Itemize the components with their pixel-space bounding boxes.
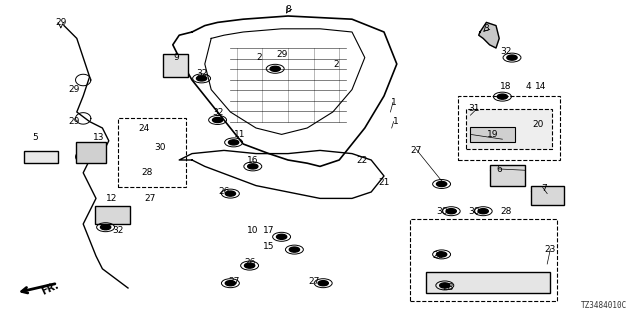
Text: 19: 19 — [487, 130, 499, 139]
Text: 29: 29 — [276, 50, 287, 59]
Text: 30: 30 — [154, 143, 166, 152]
Text: 32: 32 — [212, 108, 223, 116]
FancyBboxPatch shape — [490, 165, 525, 186]
Text: 7: 7 — [541, 184, 547, 193]
Circle shape — [196, 76, 207, 81]
FancyBboxPatch shape — [426, 272, 550, 293]
Text: TZ3484010C: TZ3484010C — [581, 301, 627, 310]
Text: 10: 10 — [247, 226, 259, 235]
Circle shape — [289, 247, 300, 252]
Text: 17: 17 — [263, 226, 275, 235]
Text: 24: 24 — [138, 124, 150, 132]
Text: 2: 2 — [333, 60, 339, 68]
Text: 11: 11 — [234, 130, 246, 139]
FancyBboxPatch shape — [531, 186, 564, 205]
Text: 2: 2 — [257, 53, 262, 62]
Circle shape — [270, 66, 280, 71]
Text: 26: 26 — [218, 188, 230, 196]
FancyBboxPatch shape — [24, 151, 58, 163]
Text: 6: 6 — [497, 165, 502, 174]
Text: 23: 23 — [545, 245, 556, 254]
Circle shape — [446, 209, 456, 214]
FancyBboxPatch shape — [163, 54, 188, 77]
Text: 32: 32 — [196, 69, 207, 78]
Circle shape — [478, 209, 488, 214]
FancyBboxPatch shape — [470, 127, 515, 142]
Text: 12: 12 — [106, 194, 118, 203]
Text: 21: 21 — [378, 178, 390, 187]
FancyBboxPatch shape — [466, 109, 552, 149]
Text: 31: 31 — [468, 104, 479, 113]
Circle shape — [228, 140, 239, 145]
Text: 27: 27 — [308, 277, 319, 286]
Circle shape — [225, 281, 236, 286]
Circle shape — [440, 283, 450, 288]
Text: 18: 18 — [500, 82, 511, 91]
Text: 1: 1 — [391, 98, 396, 107]
Text: 28: 28 — [141, 168, 153, 177]
Circle shape — [276, 234, 287, 239]
Circle shape — [225, 191, 236, 196]
Text: 28: 28 — [500, 207, 511, 216]
Text: 26: 26 — [244, 258, 255, 267]
Text: 30: 30 — [436, 207, 447, 216]
Text: 29: 29 — [55, 18, 67, 27]
Text: 9: 9 — [173, 53, 179, 62]
Circle shape — [244, 263, 255, 268]
Text: 8: 8 — [285, 5, 291, 14]
Circle shape — [318, 281, 328, 286]
Text: 3: 3 — [484, 24, 489, 33]
Text: 28: 28 — [442, 284, 454, 292]
Text: 28: 28 — [433, 252, 444, 260]
Text: 27: 27 — [410, 146, 422, 155]
Text: 29: 29 — [68, 117, 79, 126]
Text: 13: 13 — [93, 133, 105, 142]
Text: 22: 22 — [356, 156, 367, 164]
Text: 15: 15 — [263, 242, 275, 251]
Text: 27: 27 — [228, 277, 239, 286]
Text: 5: 5 — [33, 133, 38, 142]
Text: 4: 4 — [525, 82, 531, 91]
Text: 20: 20 — [532, 120, 543, 129]
Text: FR.: FR. — [40, 280, 60, 297]
Circle shape — [436, 181, 447, 187]
Circle shape — [497, 94, 508, 99]
Text: 32: 32 — [500, 47, 511, 56]
Text: 16: 16 — [247, 156, 259, 164]
Polygon shape — [479, 22, 499, 48]
Circle shape — [100, 225, 111, 230]
Text: 30: 30 — [468, 207, 479, 216]
FancyBboxPatch shape — [95, 206, 130, 224]
Text: 29: 29 — [68, 85, 79, 94]
Circle shape — [436, 252, 447, 257]
Circle shape — [248, 164, 258, 169]
Circle shape — [507, 55, 517, 60]
Text: 1: 1 — [393, 117, 398, 126]
Text: 14: 14 — [535, 82, 547, 91]
FancyBboxPatch shape — [76, 142, 106, 163]
Text: 27: 27 — [145, 194, 156, 203]
Circle shape — [212, 117, 223, 123]
Text: 32: 32 — [113, 226, 124, 235]
